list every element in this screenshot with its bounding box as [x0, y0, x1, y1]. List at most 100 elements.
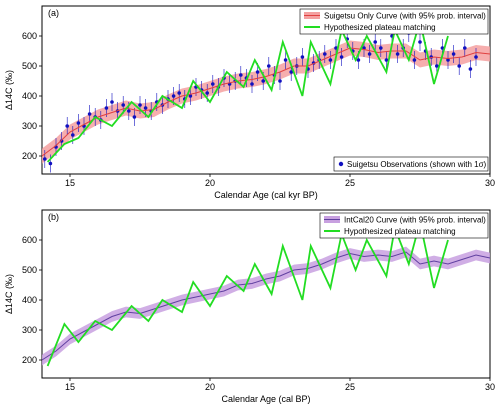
observation-point — [289, 70, 294, 74]
panel-a-xlabel: Calendar Age (cal kyr BP) — [214, 190, 318, 200]
y-tick-label: 500 — [22, 265, 37, 275]
observation-point — [261, 79, 266, 83]
observation-point — [87, 112, 92, 116]
observation-point — [457, 64, 462, 68]
observation-point — [384, 58, 389, 62]
observation-point — [367, 52, 372, 56]
median-curve — [41, 251, 491, 361]
observation-point — [138, 103, 142, 107]
observation-point — [43, 157, 47, 161]
y-tick-label: 600 — [22, 235, 37, 245]
observation-point — [188, 94, 193, 98]
legend-label-plateau: Hypothesized plateau matching — [344, 227, 456, 236]
observation-point — [278, 79, 282, 83]
observation-point — [132, 115, 137, 119]
observation-point — [446, 58, 450, 62]
panel-b-curve — [41, 251, 491, 361]
x-tick-label: 25 — [345, 382, 355, 392]
observation-point — [283, 58, 288, 62]
observation-point — [143, 106, 148, 110]
legend-label-obs: Suigetsu Observations (shown with 1σ) — [347, 160, 487, 169]
observation-point — [65, 124, 69, 128]
panel-a-frame — [41, 5, 491, 175]
panel-b-plateau — [46, 221, 449, 367]
probability-band — [42, 246, 490, 366]
panel-a-legend-bottom: Suigetsu Observations (shown with 1σ) — [333, 156, 489, 172]
x-tick-label: 15 — [65, 178, 75, 188]
observation-point — [171, 94, 176, 98]
panel-a-legend-top: Suigetsu Only Curve (with 95% prob. inte… — [299, 8, 489, 35]
observation-point — [71, 133, 75, 137]
observation-point — [412, 58, 417, 62]
legend-label-plateau: Hypothesized plateau matching — [324, 23, 436, 32]
observation-point — [48, 161, 53, 166]
observation-point — [339, 55, 344, 59]
x-tick-label: 15 — [65, 382, 75, 392]
panel-a: (a) 200 300 400 500 600 15 20 25 30 Calendar Ag… — [4, 5, 495, 200]
plateau-line — [46, 221, 449, 367]
panel-b-band — [42, 246, 490, 366]
x-tick-label: 30 — [485, 382, 495, 392]
y-tick-label: 200 — [22, 355, 37, 365]
observation-point — [328, 58, 333, 62]
observation-point — [323, 52, 327, 56]
observation-point — [239, 73, 243, 77]
legend-swatch-obs — [338, 161, 344, 167]
panel-b-y-ticks: 200 300 400 500 600 — [22, 235, 42, 365]
panel-a-curve — [41, 47, 491, 157]
panel-a-plateau — [46, 20, 449, 163]
observation-point — [267, 64, 271, 68]
observation-point — [356, 58, 361, 62]
legend-box — [319, 212, 489, 239]
median-curve — [41, 47, 491, 157]
y-tick-label: 300 — [22, 121, 37, 131]
observation-point — [255, 70, 260, 74]
observation-point — [205, 91, 209, 95]
panel-b: (b) 200 300 400 500 600 15 20 25 30 Calendar Ag… — [4, 209, 495, 404]
panel-b-xlabel: Calendar Age (cal BP) — [221, 394, 310, 404]
observation-point — [104, 106, 109, 110]
observation-point — [300, 55, 305, 59]
observation-point — [76, 121, 81, 125]
legend-label-curve: Suigetsu Only Curve (with 95% prob. inte… — [324, 12, 486, 21]
observation-point — [379, 46, 383, 50]
observation-point — [468, 67, 473, 71]
observation-point — [362, 46, 366, 50]
panel-b-label: (b) — [48, 212, 59, 222]
observation-point — [418, 40, 422, 44]
panel-b-ylabel: Δ14C (‰) — [4, 274, 14, 314]
plateau-line — [46, 20, 449, 163]
observation-point — [250, 82, 254, 86]
panel-b-legend-top: IntCal20 Curve (with 95% prob. interval)… — [319, 212, 489, 239]
panel-a-label: (a) — [48, 8, 59, 18]
x-tick-label: 20 — [205, 382, 215, 392]
legend-label-curve: IntCal20 Curve (with 95% prob. interval) — [344, 216, 486, 225]
observation-point — [435, 64, 439, 68]
y-tick-label: 400 — [22, 295, 37, 305]
observation-point — [211, 82, 215, 86]
y-tick-label: 400 — [22, 91, 37, 101]
x-tick-label: 25 — [345, 178, 355, 188]
observation-point — [59, 139, 64, 143]
observation-point — [127, 109, 131, 113]
observation-point — [110, 100, 114, 104]
y-tick-label: 300 — [22, 325, 37, 335]
observation-point — [474, 55, 478, 59]
observation-point — [177, 91, 181, 95]
x-tick-label: 20 — [205, 178, 215, 188]
observation-point — [121, 103, 125, 107]
panel-a-x-ticks: 15 20 25 30 — [65, 174, 495, 188]
legend-box-obs — [333, 156, 489, 172]
panel-b-x-ticks: 15 20 25 30 — [65, 378, 495, 392]
x-tick-label: 30 — [485, 178, 495, 188]
y-tick-label: 600 — [22, 31, 37, 41]
observation-point — [463, 46, 467, 50]
y-tick-label: 500 — [22, 61, 37, 71]
panel-a-ylabel: Δ14C (‰) — [4, 70, 14, 110]
panel-a-y-ticks: 200 300 400 500 600 — [22, 31, 42, 161]
observation-point — [373, 40, 378, 44]
observation-point — [395, 52, 400, 56]
y-tick-label: 200 — [22, 151, 37, 161]
observation-point — [451, 52, 456, 56]
